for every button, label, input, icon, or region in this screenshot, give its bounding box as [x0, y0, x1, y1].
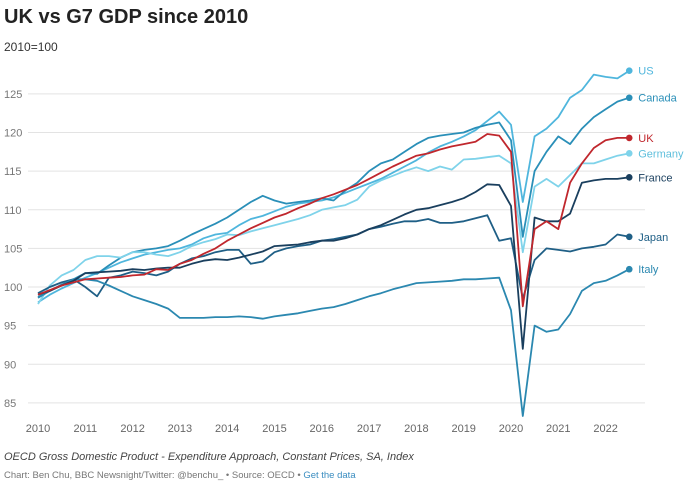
- credit-text: Chart: Ben Chu, BBC Newsnight/Twitter: @…: [4, 470, 304, 481]
- series-line-us: [37, 69, 630, 304]
- series-end-marker-italy: [625, 265, 633, 273]
- x-axis-labels: 2010 2011 2012 2013 2014 2015 2016 2017 2018 2019…: [26, 423, 618, 435]
- series-label-italy: Italy: [638, 264, 659, 276]
- series-end-labels: US Canada Germany Japan Italy France UK: [625, 66, 684, 276]
- credit-line: Chart: Ben Chu, BBC Newsnight/Twitter: @…: [4, 470, 356, 481]
- series-end-marker-japan: [625, 233, 633, 241]
- x-tick-label: 2020: [499, 423, 523, 435]
- x-tick-label: 2014: [215, 423, 239, 435]
- x-tick-label: 2021: [546, 423, 570, 435]
- x-tick-label: 2010: [26, 423, 50, 435]
- y-tick-label: 95: [4, 321, 16, 333]
- series-end-marker-germany: [625, 150, 633, 157]
- y-axis-labels: 85 90 95 100 105 110 115 120 125: [4, 89, 22, 410]
- series-line-germany: [37, 152, 630, 305]
- get-data-link[interactable]: Get the data: [303, 470, 356, 481]
- series-lines: [37, 69, 630, 417]
- series-label-japan: Japan: [638, 232, 668, 244]
- y-tick-label: 125: [4, 89, 22, 101]
- source-title: OECD Gross Domestic Product - Expenditur…: [4, 451, 414, 463]
- series-end-marker-canada: [625, 94, 633, 102]
- x-tick-label: 2011: [73, 423, 97, 435]
- y-tick-label: 105: [4, 243, 22, 255]
- chart-subtitle: 2010=100: [4, 40, 58, 54]
- series-end-marker-france: [625, 174, 633, 181]
- series-end-marker-uk: [625, 134, 633, 142]
- chart-title: UK vs G7 GDP since 2010: [4, 6, 249, 28]
- x-tick-label: 2016: [310, 423, 334, 435]
- y-tick-label: 120: [4, 128, 22, 140]
- x-tick-label: 2018: [404, 423, 428, 435]
- y-tick-label: 90: [4, 359, 16, 371]
- series-end-marker-us: [625, 67, 633, 74]
- x-tick-label: 2022: [593, 423, 617, 435]
- series-line-italy: [37, 268, 630, 417]
- series-label-uk: UK: [638, 133, 654, 145]
- y-tick-label: 115: [4, 166, 22, 178]
- x-tick-label: 2012: [120, 423, 144, 435]
- y-tick-label: 85: [4, 398, 16, 410]
- x-tick-label: 2019: [451, 423, 475, 435]
- series-label-germany: Germany: [638, 148, 684, 160]
- series-label-france: France: [638, 172, 672, 184]
- series-label-us: US: [638, 66, 653, 78]
- series-label-canada: Canada: [638, 93, 677, 105]
- x-tick-label: 2015: [262, 423, 286, 435]
- y-tick-label: 110: [4, 205, 22, 217]
- series-line-uk: [37, 133, 630, 308]
- x-tick-label: 2013: [168, 423, 192, 435]
- x-tick-label: 2017: [357, 423, 381, 435]
- series-line-japan: [37, 214, 630, 300]
- y-tick-label: 100: [4, 282, 22, 294]
- series-line-france: [37, 176, 630, 350]
